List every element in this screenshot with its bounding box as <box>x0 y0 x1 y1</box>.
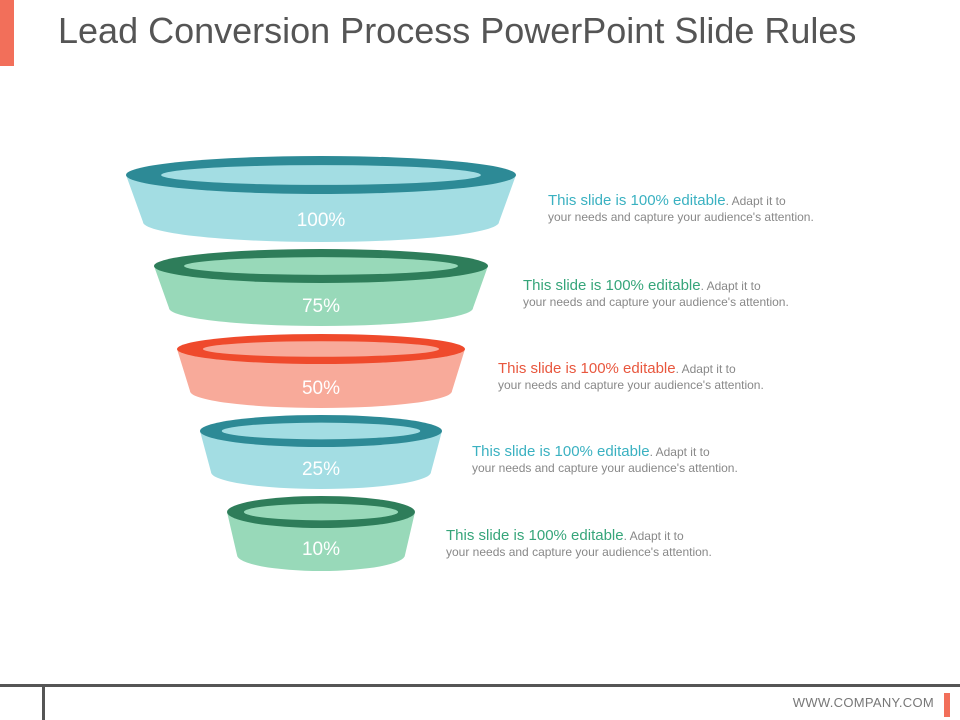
funnel-body <box>126 175 516 242</box>
footer-url: WWW.COMPANY.COM <box>792 695 934 710</box>
stage-headline: This slide is 100% editable <box>498 360 676 377</box>
funnel-body <box>200 431 442 489</box>
funnel-opening <box>202 341 440 357</box>
stage-headline: This slide is 100% editable <box>446 527 624 544</box>
funnel-opening <box>221 422 421 440</box>
stage-description-1: This slide is 100% editable. Adapt it to… <box>548 193 960 225</box>
funnel-opening <box>184 257 458 275</box>
stage-percent: 75% <box>302 296 340 317</box>
stage-body-line-1: . Adapt it to <box>725 194 786 208</box>
funnel-stage-2: 75% <box>154 249 488 326</box>
funnel-opening <box>243 503 399 521</box>
funnel-body <box>177 349 465 408</box>
stage-percent: 25% <box>302 459 340 480</box>
left-accent-bar <box>0 0 14 66</box>
stage-body-line-2: your needs and capture your audience's a… <box>498 378 764 392</box>
stage-headline: This slide is 100% editable <box>548 192 726 209</box>
stage-percent: 50% <box>302 378 340 399</box>
funnel-stage-1: 100% <box>126 156 516 242</box>
stage-body-line-2: your needs and capture your audience's a… <box>446 545 712 559</box>
funnel-body <box>154 266 488 326</box>
stage-description-2: This slide is 100% editable. Adapt it to… <box>523 278 960 310</box>
stage-body-line-2: your needs and capture your audience's a… <box>523 295 789 309</box>
stage-body-line-1: . Adapt it to <box>623 529 684 543</box>
stage-percent: 10% <box>302 539 340 560</box>
stage-body-line-2: your needs and capture your audience's a… <box>548 210 814 224</box>
funnel-body <box>227 512 415 571</box>
stage-body-line-1: . Adapt it to <box>649 445 710 459</box>
funnel-opening <box>161 165 481 185</box>
stage-headline: This slide is 100% editable <box>523 277 701 294</box>
funnel-stage-4: 25% <box>200 415 442 489</box>
funnel-stage-3: 50% <box>177 334 465 408</box>
stage-percent: 100% <box>297 210 346 231</box>
stage-body-line-1: . Adapt it to <box>675 362 736 376</box>
stage-headline: This slide is 100% editable <box>472 443 650 460</box>
stage-description-4: This slide is 100% editable. Adapt it to… <box>472 444 960 476</box>
footer-tick <box>42 687 45 720</box>
footer-line <box>0 684 960 687</box>
slide-title: Lead Conversion Process PowerPoint Slide… <box>58 10 857 51</box>
footer-accent-bar <box>944 693 950 717</box>
stage-body-line-1: . Adapt it to <box>700 279 761 293</box>
stage-description-5: This slide is 100% editable. Adapt it to… <box>446 528 960 560</box>
stage-description-3: This slide is 100% editable. Adapt it to… <box>498 361 960 393</box>
stage-body-line-2: your needs and capture your audience's a… <box>472 461 738 475</box>
funnel-stage-5: 10% <box>227 496 415 571</box>
